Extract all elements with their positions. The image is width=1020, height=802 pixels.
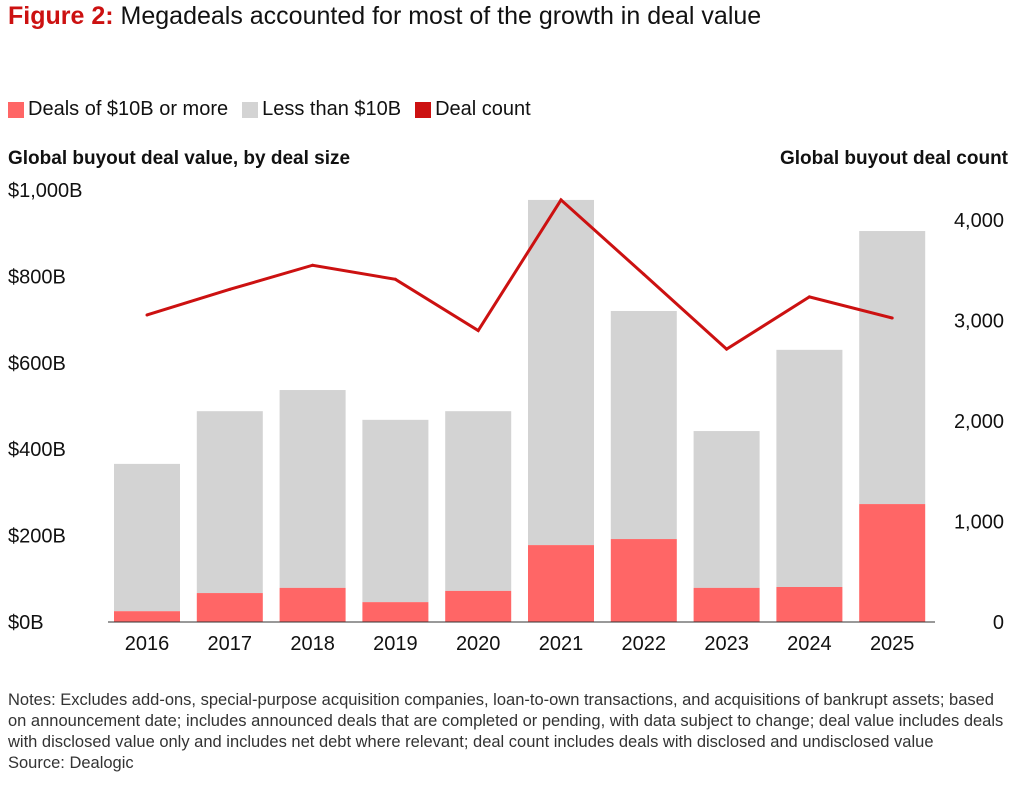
legend-swatch [242, 101, 259, 118]
bar-megadeals [196, 593, 263, 622]
bar-megadeals [610, 539, 677, 622]
deal-count-point [807, 295, 811, 299]
bar-less-than-10b [196, 411, 263, 594]
deal-count-point [642, 272, 646, 276]
bar-less-than-10b [114, 463, 180, 612]
legend-item-less: Less than $10B [242, 98, 401, 121]
y-tick-label: $800B [8, 266, 66, 288]
x-tick-label: 2016 [125, 633, 170, 655]
x-tick-label: 2019 [373, 633, 418, 655]
legend-label: Less than $10B [262, 98, 402, 120]
figure-title: Figure 2: Megadeals accounted for most o… [8, 2, 761, 31]
x-tick-label: 2020 [456, 633, 501, 655]
x-tick-label: 2024 [787, 633, 832, 655]
left-axis-title: Global buyout deal value, by deal size [8, 148, 351, 169]
bar-megadeals [528, 545, 594, 622]
x-tick-label: 2022 [622, 633, 667, 655]
bar-less-than-10b [445, 411, 512, 591]
legend-swatch [8, 101, 24, 118]
deal-count-point [311, 263, 315, 267]
y-tick-label: $0B [8, 612, 44, 634]
deal-count-point [725, 347, 729, 351]
figure-title-text: Megadeals accounted for most of the grow… [120, 2, 762, 30]
deal-count-point [890, 316, 894, 320]
deal-count-point [228, 287, 232, 291]
x-tick-label: 2023 [704, 633, 749, 655]
bar-less-than-10b [279, 390, 346, 588]
bar-less-than-10b [610, 310, 677, 540]
bar-less-than-10b [362, 419, 429, 603]
y2-tick-label: 2,000 [954, 411, 1004, 433]
bar-megadeals [859, 504, 926, 622]
source-text: Source: Dealogic [8, 754, 134, 772]
bar-megadeals [693, 587, 760, 622]
bar-less-than-10b [859, 231, 926, 505]
legend-label: Deal count [435, 98, 531, 120]
y-tick-label: $1,000B [8, 180, 83, 202]
figure-label: Figure 2: [8, 2, 114, 30]
y2-tick-label: 0 [993, 612, 1004, 634]
y2-tick-label: 3,000 [954, 311, 1004, 333]
x-tick-label: 2018 [290, 633, 335, 655]
x-tick-label: 2021 [539, 633, 584, 655]
y-tick-label: $200B [8, 526, 66, 548]
bar-less-than-10b [528, 199, 594, 546]
deal-count-line [146, 197, 893, 352]
deal-count-point [145, 313, 149, 317]
notes-text: Notes: Excludes add-ons, special-purpose… [8, 691, 1004, 751]
bar-megadeals [362, 602, 429, 622]
legend-label: Deals of $10B or more [28, 98, 229, 120]
x-tick-label: 2017 [208, 633, 253, 655]
bar-megadeals [776, 587, 843, 622]
legend: Deals of $10B or more Less than $10B Dea… [8, 98, 531, 121]
x-tick-label: 2025 [870, 633, 915, 655]
deal-count-point [559, 198, 563, 202]
bar-less-than-10b [776, 349, 843, 588]
deal-count-point [476, 329, 480, 333]
legend-swatch [415, 101, 432, 118]
y-tick-label: $400B [8, 439, 66, 461]
bar-less-than-10b [693, 431, 760, 588]
y2-tick-label: 4,000 [954, 210, 1004, 232]
notes: Notes: Excludes add-ons, special-purpose… [8, 690, 1008, 774]
right-axis-title: Global buyout deal count [780, 148, 1008, 169]
deal-count-point [393, 277, 397, 281]
bar-megadeals [114, 611, 180, 622]
legend-item-megadeals: Deals of $10B or more [8, 98, 228, 121]
bar-megadeals [445, 590, 512, 622]
y-tick-label: $600B [8, 353, 66, 375]
bar-megadeals [279, 587, 346, 622]
y2-tick-label: 1,000 [954, 512, 1004, 534]
legend-item-count: Deal count [415, 98, 531, 121]
